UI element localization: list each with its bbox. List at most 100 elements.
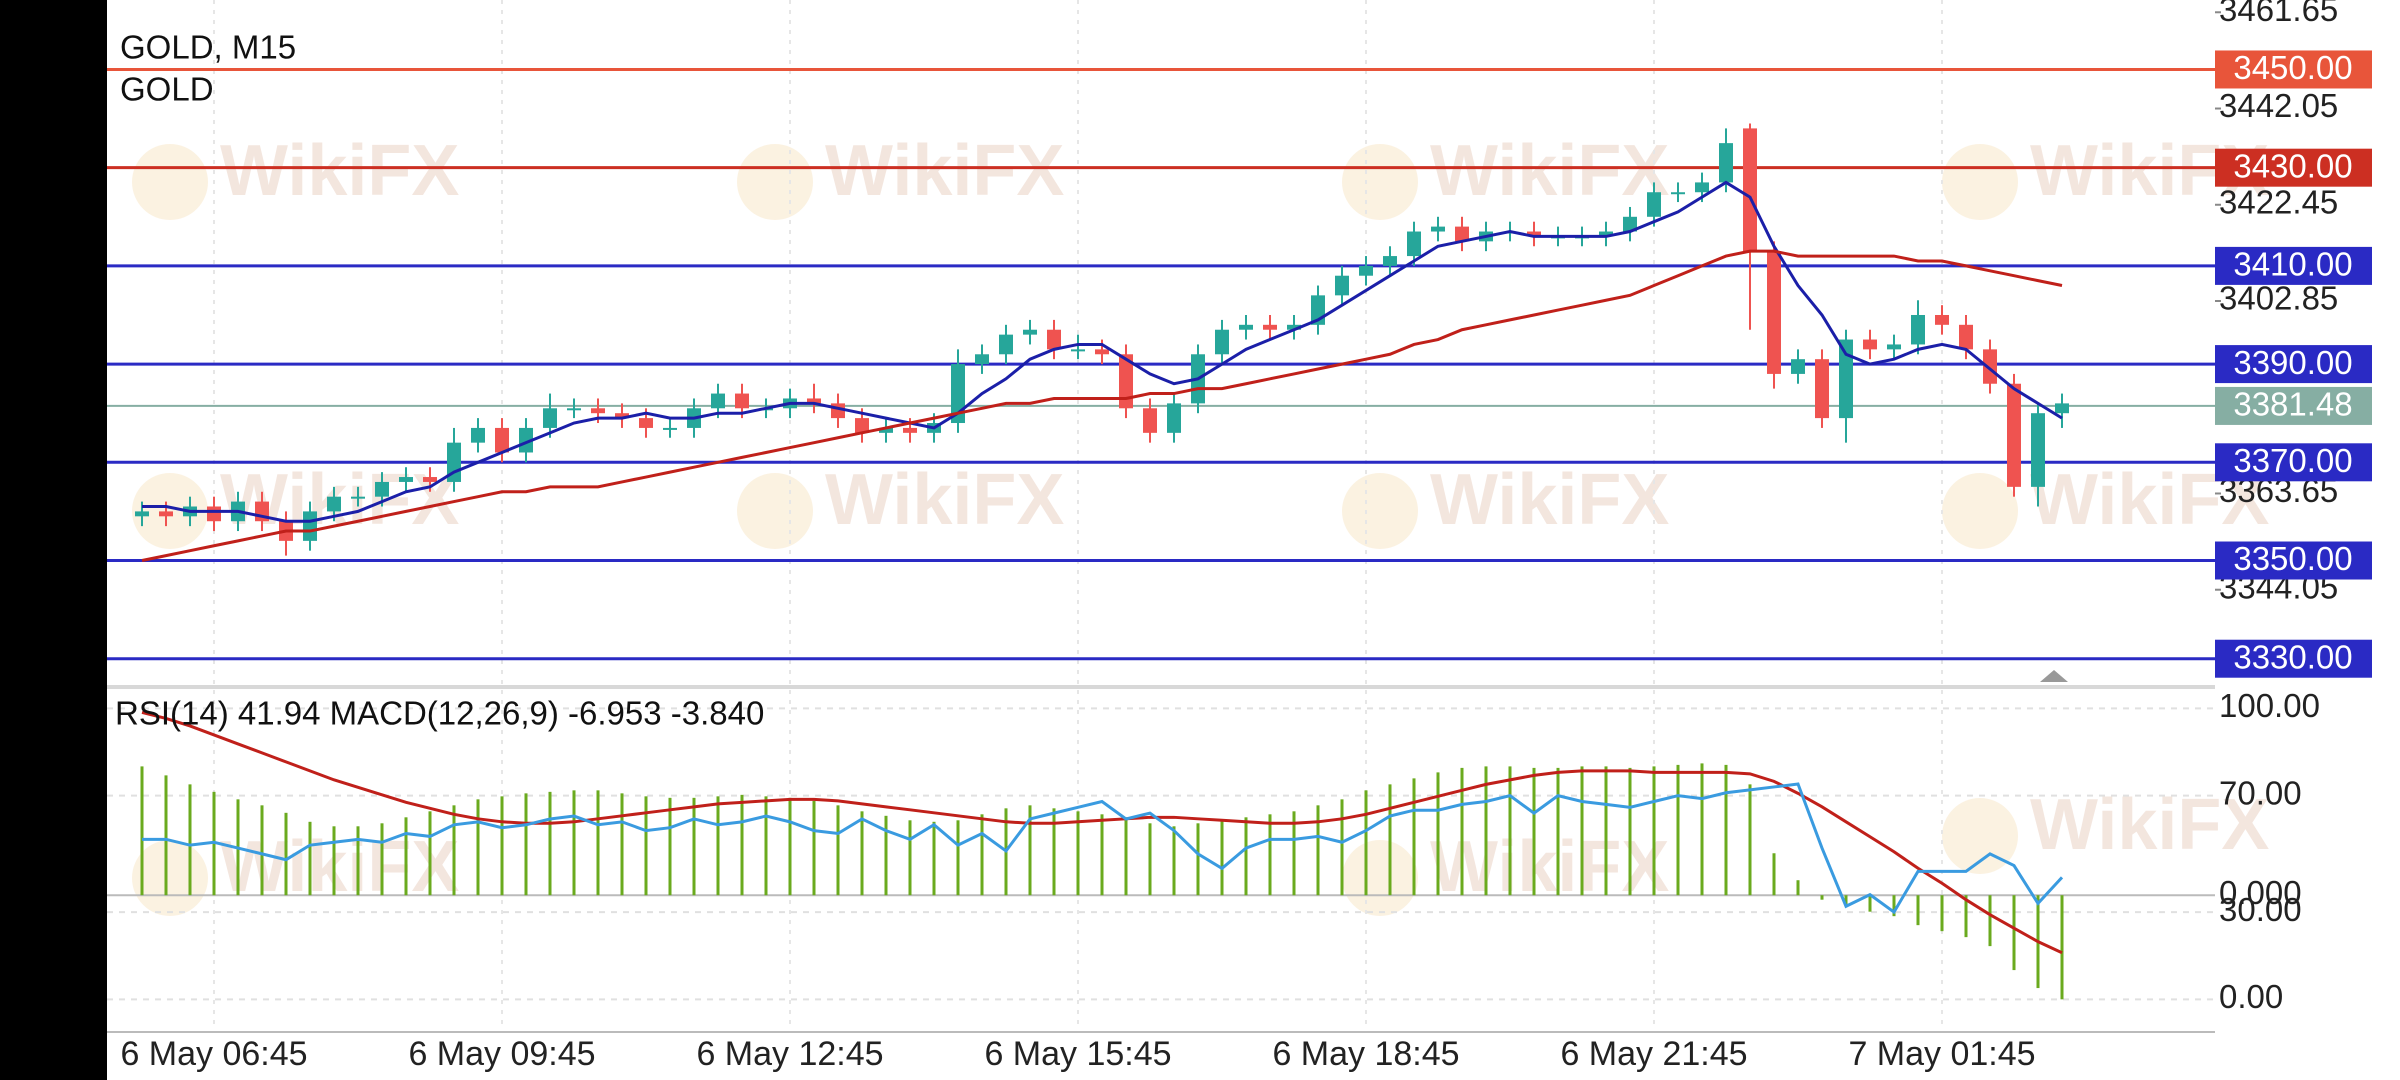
candle-body bbox=[1071, 349, 1085, 352]
candle-body bbox=[495, 427, 509, 453]
watermark-logo bbox=[737, 144, 813, 220]
macd-bar bbox=[1652, 766, 1656, 896]
candle-body bbox=[1215, 329, 1229, 355]
macd-bar bbox=[956, 820, 960, 896]
candle-body bbox=[1959, 324, 1973, 350]
macd-bar bbox=[1076, 811, 1080, 896]
macd-bar bbox=[380, 823, 384, 896]
macd-bar bbox=[1772, 853, 1776, 896]
macd-bar bbox=[1796, 880, 1800, 896]
macd-bar bbox=[1196, 823, 1200, 896]
macd-bar bbox=[908, 820, 912, 896]
macd-bar bbox=[476, 799, 480, 896]
level-label: 3330.00 bbox=[2233, 638, 2352, 675]
watermark-logo bbox=[1942, 144, 2018, 220]
macd-bar bbox=[356, 826, 360, 896]
macd-bar bbox=[1220, 820, 1224, 896]
moving-average bbox=[142, 180, 2063, 523]
y-tick-label: 0.00 bbox=[2219, 978, 2283, 1015]
macd-bar bbox=[500, 796, 504, 896]
macd-bar bbox=[764, 796, 768, 896]
macd-bar bbox=[2060, 895, 2064, 1000]
y-tick-label: 3422.45 bbox=[2219, 183, 2338, 220]
candle-body bbox=[807, 398, 821, 404]
indicator-line bbox=[142, 782, 2064, 915]
level-label-box bbox=[2215, 148, 2372, 187]
watermark-logo bbox=[1342, 144, 1418, 220]
candle-body bbox=[2007, 383, 2021, 487]
background bbox=[107, 0, 2400, 1080]
macd-bar bbox=[1124, 817, 1128, 896]
candle-body bbox=[879, 427, 893, 433]
candle-body bbox=[951, 364, 965, 424]
candle-body bbox=[1527, 231, 1541, 237]
x-tick-label: 6 May 09:45 bbox=[408, 1035, 595, 1073]
watermark-logo bbox=[1342, 473, 1418, 549]
macd-bar bbox=[692, 797, 696, 896]
macd-bar bbox=[1676, 764, 1680, 896]
macd-bar bbox=[836, 805, 840, 896]
watermark-logo bbox=[1342, 840, 1418, 916]
watermark-logo bbox=[132, 144, 208, 220]
moving-average bbox=[141, 249, 2063, 562]
x-tick-label: 6 May 12:45 bbox=[696, 1035, 883, 1073]
macd-bar bbox=[1412, 778, 1416, 896]
macd-bar bbox=[1556, 767, 1560, 896]
macd-bar bbox=[1028, 805, 1032, 896]
candle-body bbox=[207, 506, 221, 522]
chart-subtitle: GOLD bbox=[120, 71, 214, 108]
candle-body bbox=[1791, 359, 1805, 374]
candle-body bbox=[1167, 403, 1181, 433]
candle-body bbox=[615, 413, 629, 419]
candle-body bbox=[1047, 329, 1061, 350]
macd-bar bbox=[1820, 895, 1824, 900]
candle-body bbox=[159, 511, 173, 517]
candle-body bbox=[1359, 265, 1373, 276]
macd-bar bbox=[548, 791, 552, 896]
candle-body bbox=[591, 408, 605, 414]
candle-body bbox=[1143, 408, 1157, 433]
watermark-logo bbox=[132, 473, 208, 549]
candle-body bbox=[135, 511, 149, 517]
macd-bar bbox=[140, 766, 144, 896]
macd-bar bbox=[1724, 764, 1728, 896]
y-tick-label: 3461.65 bbox=[2219, 0, 2338, 28]
candle-body bbox=[1767, 251, 1781, 374]
candle-body bbox=[1431, 226, 1445, 232]
y-tick-label: 100.00 bbox=[2219, 687, 2320, 724]
x-tick-label: 6 May 15:45 bbox=[984, 1035, 1171, 1073]
macd-bar bbox=[932, 821, 936, 896]
macd-bar bbox=[308, 821, 312, 896]
macd-bar bbox=[428, 811, 432, 896]
macd-bar bbox=[524, 793, 528, 896]
candle-body bbox=[1911, 314, 1925, 345]
macd-bar bbox=[980, 814, 984, 896]
x-tick-label: 7 May 01:45 bbox=[1848, 1035, 2035, 1073]
macd-bar bbox=[1172, 826, 1176, 896]
macd-bar bbox=[260, 805, 264, 896]
macd-bar bbox=[1940, 895, 1944, 932]
x-tick-label: 6 May 18:45 bbox=[1272, 1035, 1459, 1073]
candle-body bbox=[1743, 128, 1757, 252]
level-label: 3350.00 bbox=[2233, 540, 2352, 577]
candle-body bbox=[1623, 216, 1637, 232]
candle-body bbox=[1647, 192, 1661, 217]
candle-body bbox=[639, 418, 653, 428]
candle-body bbox=[1335, 275, 1349, 296]
level-label-box bbox=[2215, 639, 2372, 678]
macd-bar bbox=[788, 797, 792, 896]
candle-body bbox=[1839, 339, 1853, 419]
level-label: 3390.00 bbox=[2233, 344, 2352, 381]
chart-title: GOLD, M15 bbox=[120, 29, 296, 66]
watermark-logo bbox=[1942, 798, 2018, 874]
macd-bar bbox=[1484, 766, 1488, 896]
macd-bar bbox=[452, 805, 456, 896]
candle-body bbox=[423, 477, 437, 482]
candle-body bbox=[567, 408, 581, 411]
x-tick-label: 6 May 06:45 bbox=[120, 1035, 307, 1073]
macd-bar bbox=[404, 817, 408, 896]
candle-body bbox=[1599, 231, 1613, 237]
y-tick-label: 3442.05 bbox=[2219, 87, 2338, 124]
macd-bar bbox=[1892, 895, 1896, 917]
